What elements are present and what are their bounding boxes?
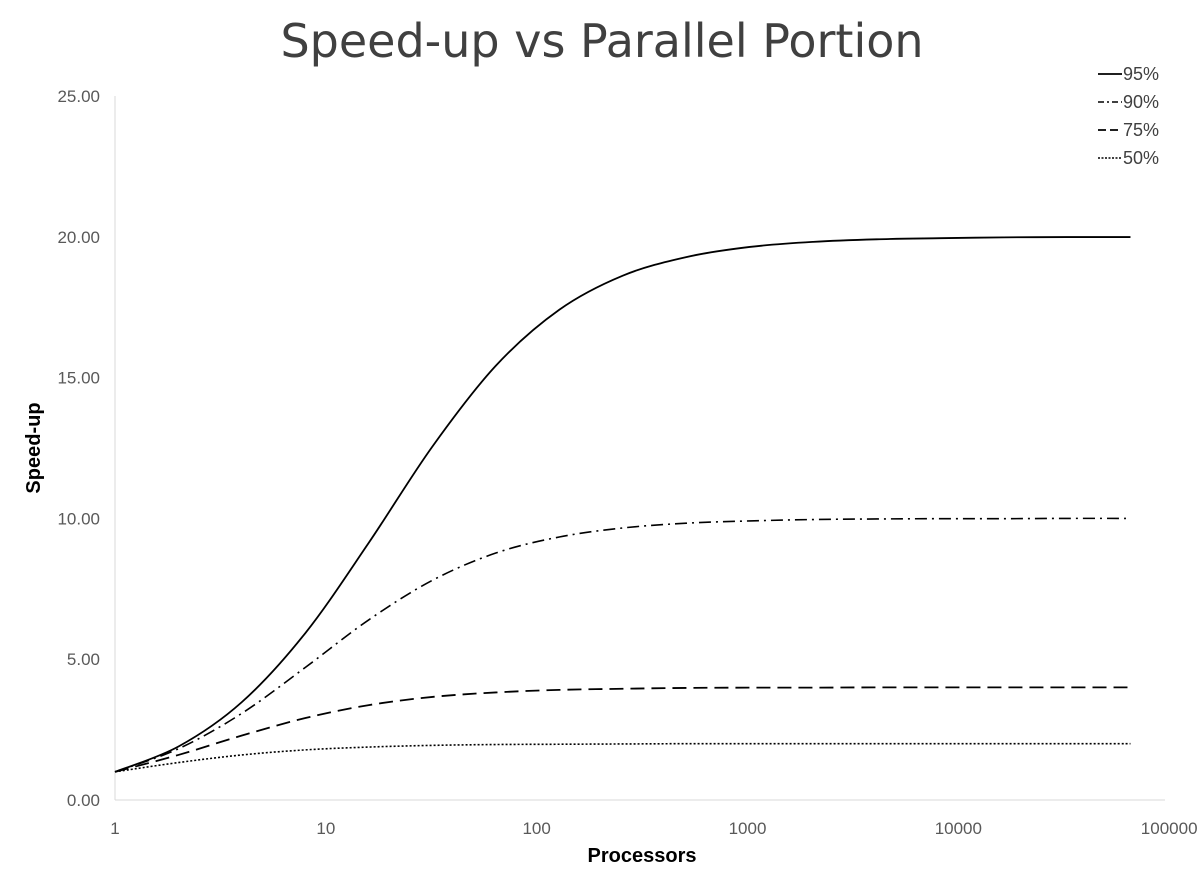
y-tick-label: 20.00 bbox=[57, 228, 100, 247]
y-tick-label: 10.00 bbox=[57, 509, 100, 528]
x-tick-label: 10 bbox=[316, 819, 335, 838]
legend-label: 75% bbox=[1123, 120, 1159, 140]
x-tick-label: 1000 bbox=[729, 819, 767, 838]
series-line-95-percent bbox=[114, 236, 1131, 773]
x-tick-label: 10000 bbox=[935, 819, 982, 838]
series-lines bbox=[114, 236, 1131, 773]
legend-label: 95% bbox=[1123, 64, 1159, 84]
y-axis-title: Speed-up bbox=[23, 402, 45, 493]
x-tick-label: 100000 bbox=[1141, 819, 1198, 838]
legend-label: 50% bbox=[1123, 148, 1159, 168]
legend: 95% 90% 75% 50% bbox=[1098, 64, 1159, 168]
series-line-75-percent bbox=[114, 686, 1131, 773]
series-line-90-percent bbox=[114, 517, 1131, 773]
x-tick-label: 1 bbox=[110, 819, 119, 838]
x-tick-labels: 1 10 100 1000 10000 100000 bbox=[110, 819, 1197, 838]
x-tick-label: 100 bbox=[522, 819, 550, 838]
y-tick-label: 5.00 bbox=[67, 650, 100, 669]
y-tick-label: 15.00 bbox=[57, 369, 100, 388]
series-line-50-percent bbox=[114, 742, 1131, 773]
y-tick-labels: 0.00 5.00 10.00 15.00 20.00 25.00 bbox=[57, 87, 100, 810]
x-axis-title: Processors bbox=[588, 845, 697, 867]
chart-title: Speed-up vs Parallel Portion bbox=[280, 14, 923, 68]
y-tick-label: 25.00 bbox=[57, 87, 100, 106]
y-tick-label: 0.00 bbox=[67, 791, 100, 810]
legend-label: 90% bbox=[1123, 92, 1159, 112]
